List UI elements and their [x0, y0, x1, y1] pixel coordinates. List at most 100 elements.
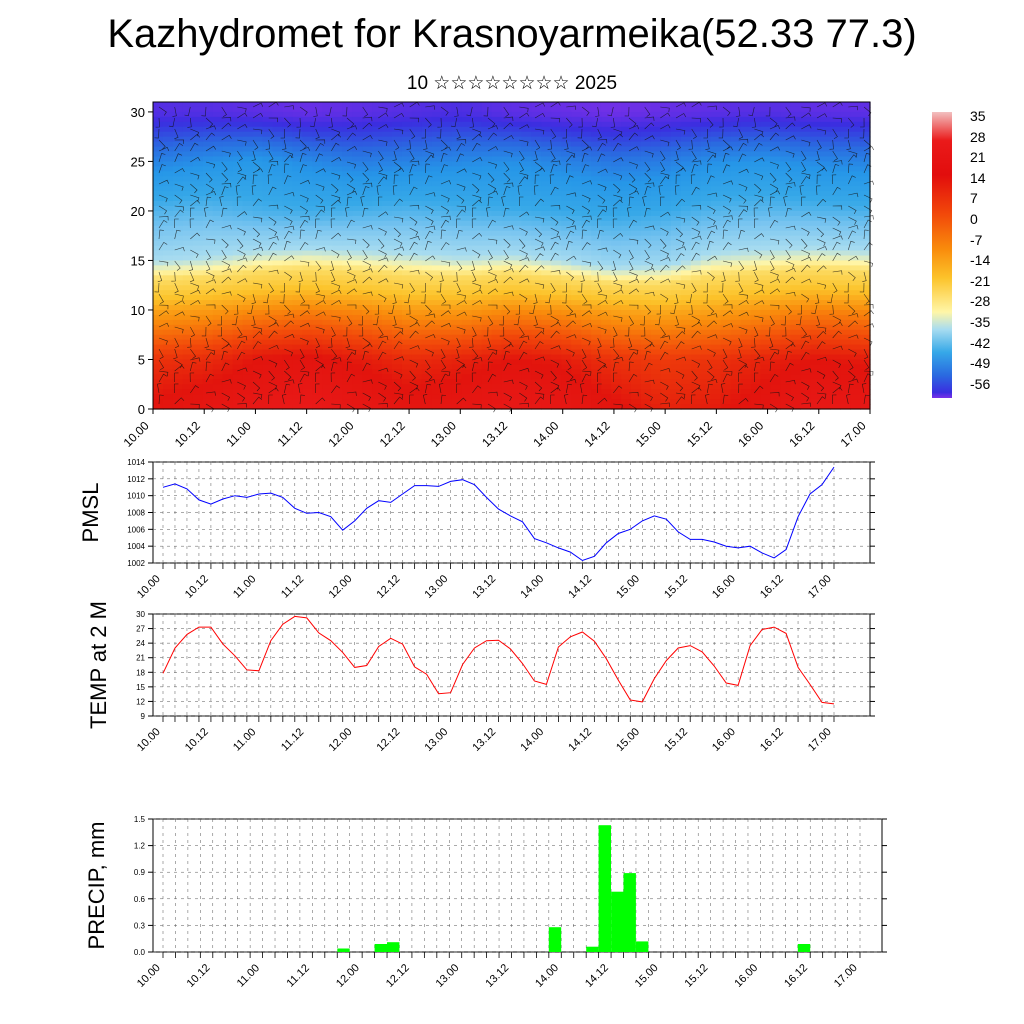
heatmap-cell	[860, 111, 871, 118]
heatmap-cell	[760, 285, 772, 291]
heatmap-cell	[621, 339, 632, 346]
heatmap-cell	[491, 334, 503, 341]
heatmap-cell	[272, 324, 284, 331]
heatmap-cell	[153, 324, 164, 331]
heatmap-cell	[700, 161, 712, 167]
heatmap-cell	[342, 319, 353, 326]
wind-barb	[378, 249, 387, 258]
wind-barb	[158, 359, 165, 371]
heatmap-cell	[670, 210, 682, 217]
heatmap-cell	[710, 215, 722, 222]
heatmap-cell	[162, 369, 174, 375]
heatmap-cell	[571, 295, 582, 301]
wind-barb	[393, 216, 404, 223]
heatmap-cell	[481, 116, 493, 123]
wind-barb	[362, 337, 371, 347]
heatmap-cell	[172, 131, 184, 138]
wind-barb	[190, 385, 199, 394]
wind-barb	[219, 196, 224, 207]
heatmap-cell	[182, 171, 194, 177]
heatmap-cell	[760, 166, 772, 172]
heatmap-cell	[850, 384, 861, 390]
heatmap-cell	[272, 399, 284, 405]
heatmap-cell	[172, 171, 184, 177]
heatmap-cell	[431, 399, 443, 405]
heatmap-cell	[172, 309, 184, 316]
heatmap-cell	[571, 161, 582, 167]
heatmap-cell	[700, 364, 712, 370]
wind-barb	[158, 260, 169, 267]
heatmap-cell	[750, 205, 762, 212]
heatmap-cell	[660, 210, 672, 217]
wind-barb	[174, 311, 185, 317]
heatmap-cell	[362, 106, 373, 113]
heatmap-cell	[850, 359, 861, 366]
heatmap-cell	[830, 379, 841, 385]
heatmap-cell	[242, 275, 254, 281]
heatmap-cell	[531, 186, 542, 192]
heatmap-cell	[740, 171, 752, 177]
heatmap-cell	[481, 151, 493, 158]
heatmap-cell	[690, 235, 702, 242]
heatmap-cell	[750, 374, 762, 380]
heatmap-cell	[392, 186, 403, 192]
heatmap-cell	[292, 196, 303, 202]
wind-barb	[252, 326, 263, 333]
heatmap-cell	[710, 399, 722, 405]
heatmap-cell	[212, 205, 224, 212]
heatmap-cell	[700, 314, 712, 321]
heatmap-cell	[322, 359, 333, 366]
wind-barb	[268, 269, 279, 275]
heatmap-cell	[581, 116, 592, 123]
heatmap-cell	[392, 359, 403, 366]
heatmap-cell	[252, 309, 264, 316]
heatmap-cell	[860, 220, 871, 227]
heatmap-cell	[232, 240, 244, 247]
wind-barb	[157, 383, 162, 394]
heatmap-cell	[272, 275, 284, 281]
heatmap-cell	[780, 300, 791, 306]
heatmap-cell	[352, 334, 363, 341]
heatmap-cell	[860, 250, 871, 257]
heatmap-cell	[621, 285, 632, 291]
heatmap-cell	[750, 111, 762, 118]
wind-barb	[284, 163, 289, 174]
heatmap-cell	[162, 196, 174, 202]
heatmap-cell	[581, 136, 592, 143]
heatmap-cell	[680, 205, 692, 212]
heatmap-cell	[292, 126, 303, 133]
heatmap-cell	[621, 399, 632, 405]
heatmap-cell	[581, 359, 592, 366]
heatmap-cell	[860, 196, 871, 202]
heatmap-cell	[401, 186, 413, 192]
heatmap-cell	[770, 344, 781, 351]
heatmap-cell	[352, 384, 363, 390]
heatmap-cell	[172, 349, 184, 356]
heatmap-cell	[232, 235, 244, 242]
heatmap-cell	[272, 319, 284, 326]
heatmap-cell	[162, 404, 174, 410]
heatmap-cell	[162, 121, 174, 128]
heatmap-cell	[431, 305, 443, 311]
heatmap-cell	[830, 394, 841, 400]
heatmap-cell	[810, 255, 821, 262]
heatmap-cell	[800, 369, 811, 375]
heatmap-cell	[690, 126, 702, 133]
heatmap-cell	[302, 255, 313, 262]
heatmap-cell	[392, 275, 403, 281]
wind-barb	[378, 238, 385, 249]
heatmap-cell	[631, 314, 642, 321]
heatmap-cell	[680, 394, 692, 400]
heatmap-cell	[232, 245, 244, 252]
heatmap-cell	[232, 121, 244, 128]
heatmap-cell	[431, 379, 443, 385]
wind-barb	[237, 172, 247, 180]
wind-barb	[378, 257, 389, 262]
heatmap-cell	[491, 201, 503, 207]
heatmap-cell	[750, 300, 762, 306]
heatmap-cell	[621, 394, 632, 400]
wind-barb	[205, 304, 216, 309]
heatmap-cell	[740, 230, 752, 237]
heatmap-cell	[561, 116, 572, 123]
wind-barb	[184, 106, 191, 117]
